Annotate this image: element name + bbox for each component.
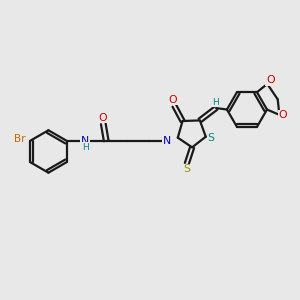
Text: O: O: [266, 75, 274, 85]
Text: H: H: [82, 143, 88, 152]
Text: O: O: [279, 110, 287, 120]
Text: S: S: [208, 133, 214, 143]
Text: O: O: [98, 113, 107, 123]
Text: O: O: [169, 95, 177, 105]
Text: N: N: [163, 136, 171, 146]
Text: N: N: [81, 136, 89, 146]
Text: H: H: [212, 98, 219, 107]
Text: S: S: [183, 164, 190, 174]
Text: Br: Br: [14, 134, 26, 143]
